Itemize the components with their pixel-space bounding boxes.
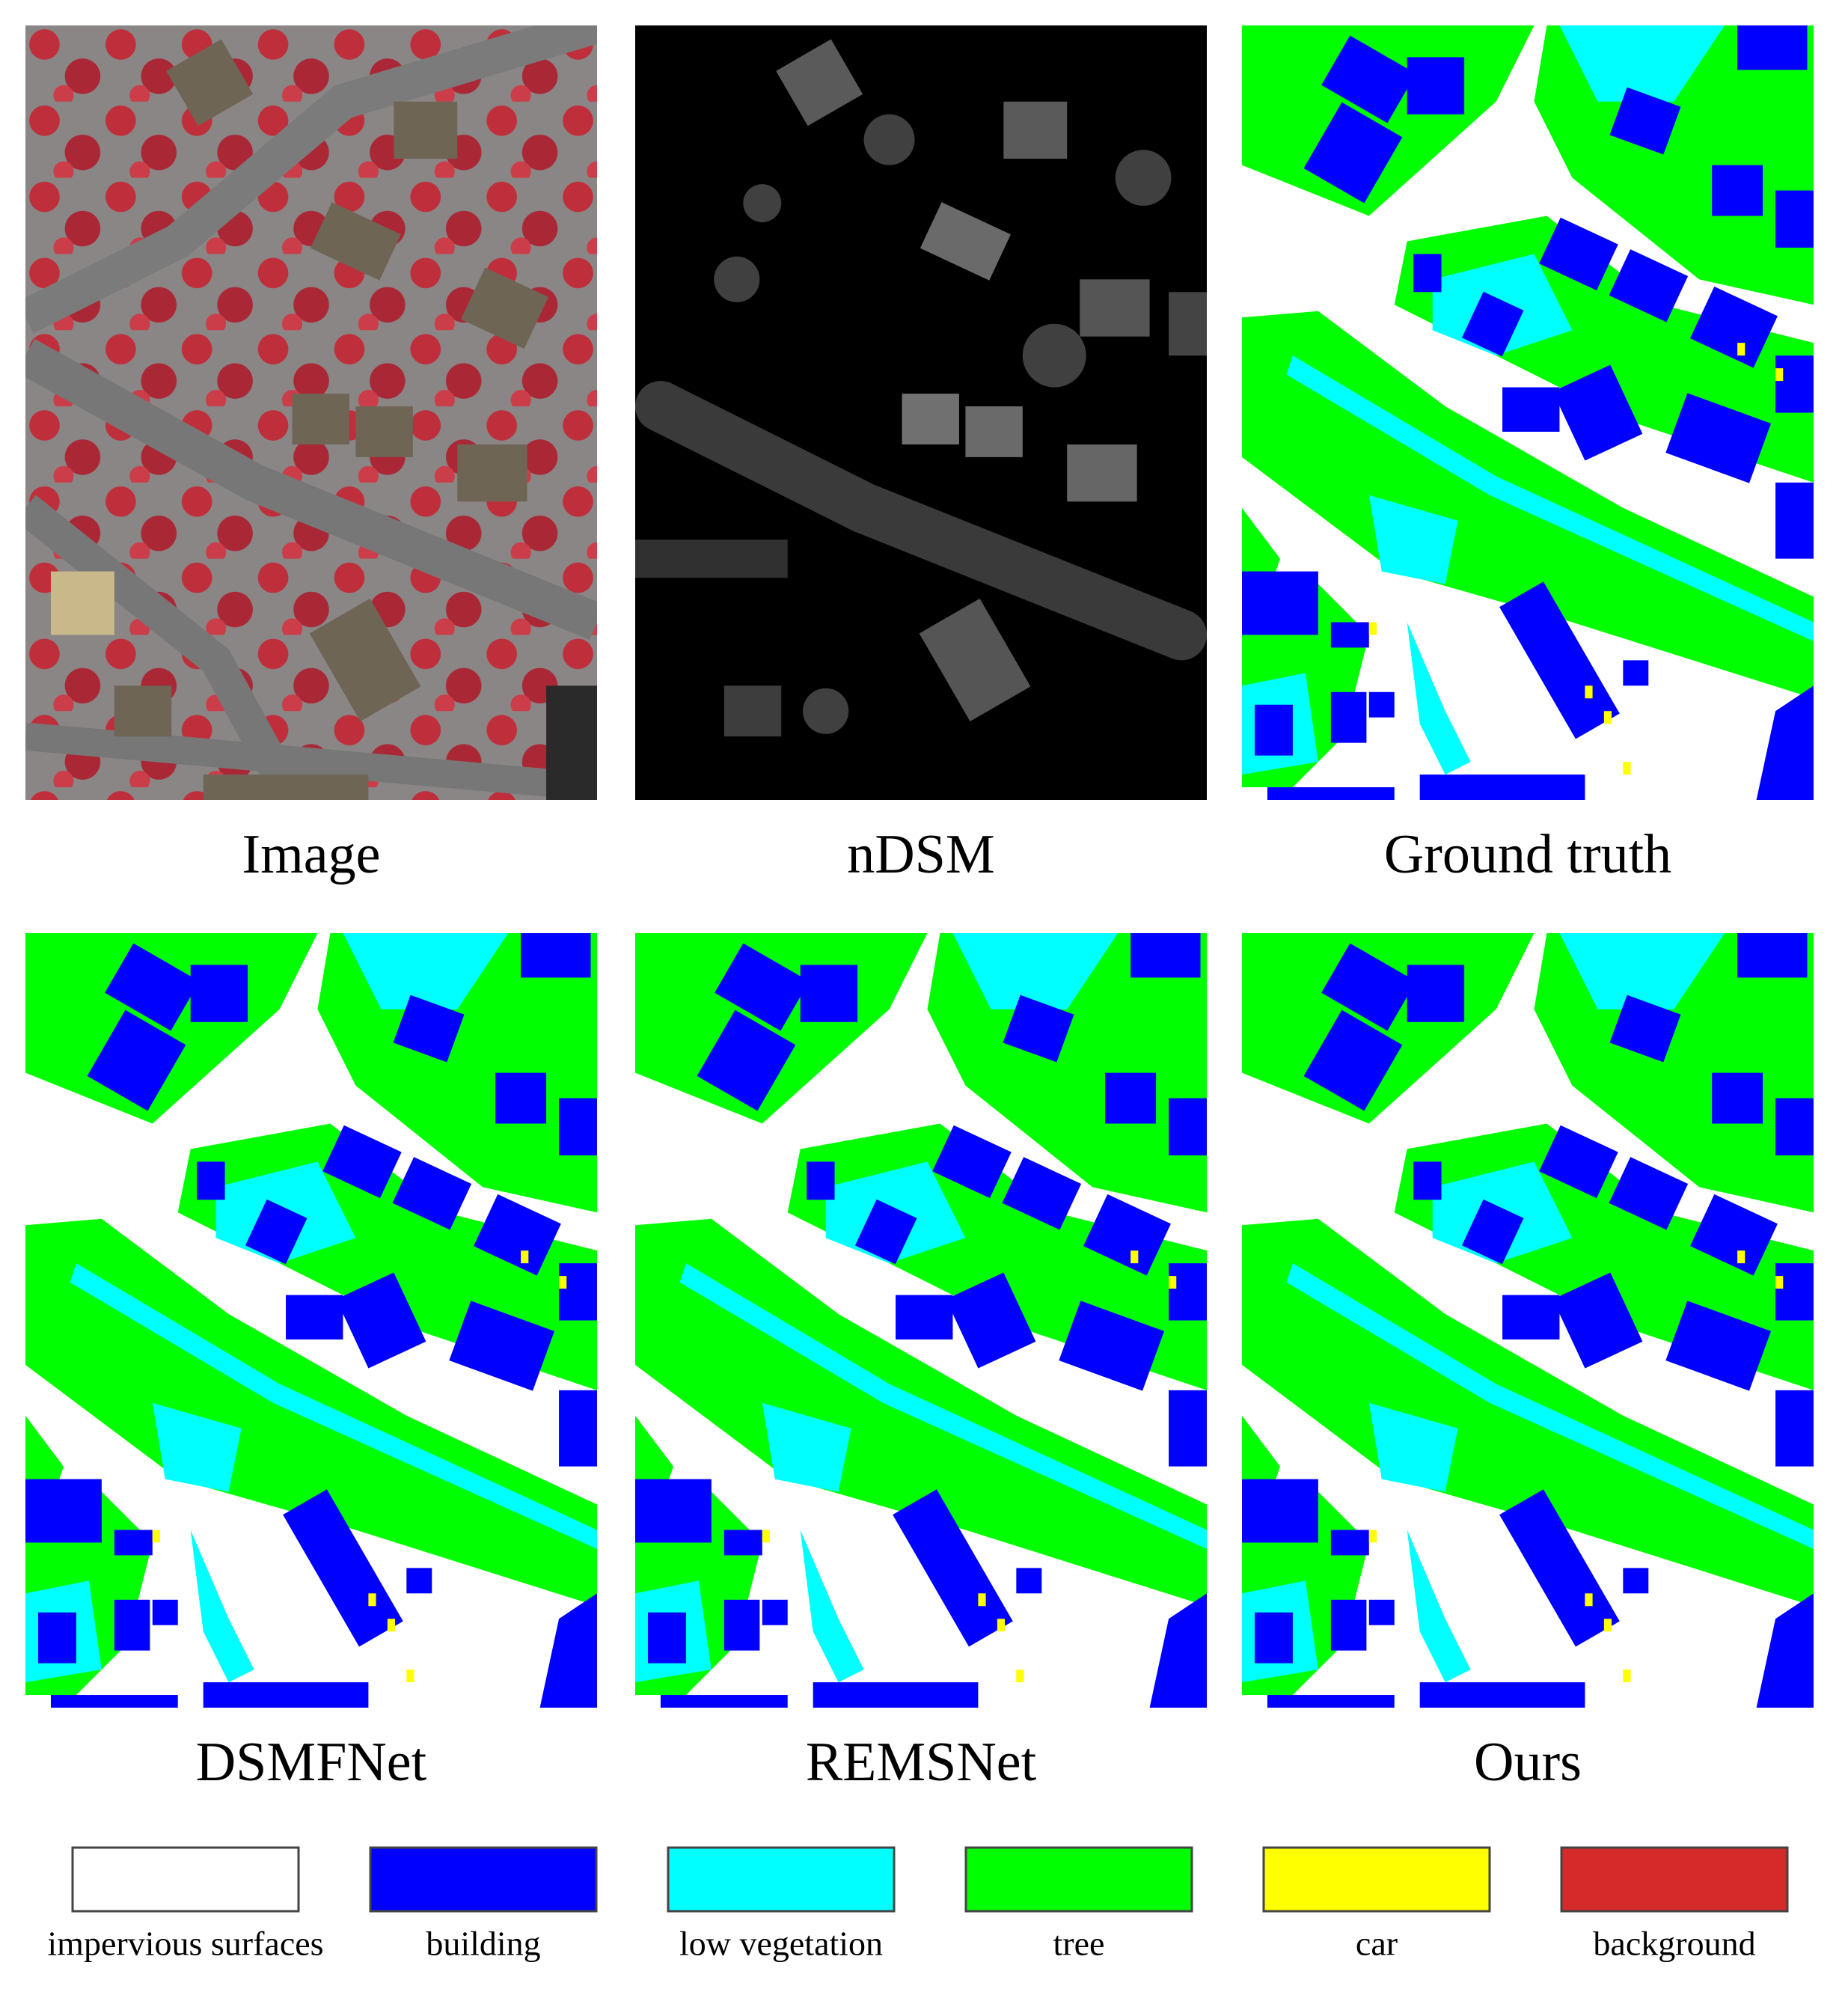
caption: nDSM [847,824,994,885]
legend-label: impervious surfaces [47,1925,323,1963]
legend-swatch [1262,1846,1491,1913]
legend-label: low vegetation [679,1925,883,1963]
legend-label: background [1593,1925,1755,1963]
caption: DSMFNet [196,1732,427,1793]
caption: REMSNet [806,1732,1037,1793]
legend-swatch [964,1846,1193,1913]
legend-swatch [369,1846,598,1913]
remsnet-panel [635,933,1207,1708]
legend-label: tree [1053,1925,1105,1963]
legend-swatch [71,1846,300,1913]
legend: impervious surfaces building low vegetatio… [47,1846,1789,1963]
dsmfnet-panel [25,933,597,1708]
caption: Ours [1474,1732,1582,1793]
caption: Image [242,824,381,885]
legend-label: building [426,1925,540,1963]
ground-truth-panel [1242,25,1814,800]
image-panel [25,25,597,800]
ndsm-panel [635,25,1207,800]
legend-label: car [1356,1925,1398,1963]
legend-swatch [667,1846,896,1913]
caption: Ground truth [1384,824,1671,885]
legend-swatch [1560,1846,1789,1913]
ours-panel [1242,933,1814,1708]
